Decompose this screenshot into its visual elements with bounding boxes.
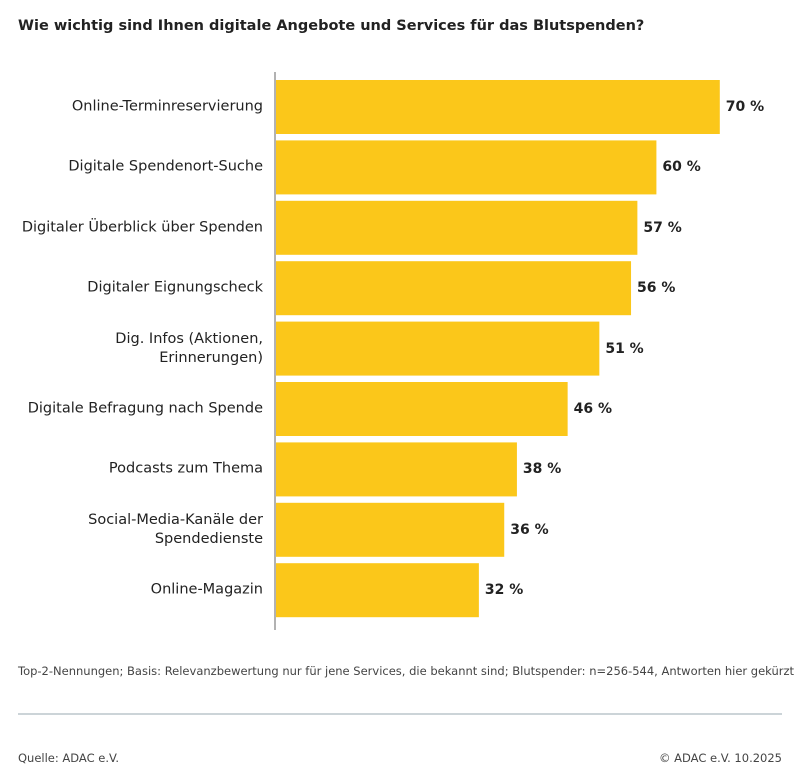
y-tick-label: Social-Media-Kanäle der Spendedienste <box>88 511 263 547</box>
y-tick-label: Digitale Befragung nach Spende <box>27 400 263 417</box>
value-label: 36 % <box>510 521 549 538</box>
value-label: 46 % <box>573 401 613 417</box>
value-label: 56 % <box>637 280 676 297</box>
chart-title: Wie wichtig sind Ihnen digitale Angebote… <box>18 18 645 34</box>
source: Quelle: ADAC e.V. <box>18 751 120 765</box>
copyright: © ADAC e.V. 10.2025 <box>658 751 782 765</box>
value-label: 60 % <box>662 159 701 176</box>
y-tick-label: Online-Magazin <box>150 581 263 598</box>
y-tick-label: Podcasts zum Thema <box>108 460 263 477</box>
y-tick-label: Online-Terminreservierung <box>71 98 263 115</box>
note: Top-2-Nennungen; Basis: Relevanzbewertun… <box>18 664 795 678</box>
bar <box>276 442 517 497</box>
bar <box>276 200 638 255</box>
value-label: 38 % <box>522 461 562 478</box>
bar <box>276 80 720 134</box>
bar <box>276 261 632 316</box>
value-label: 57 % <box>643 219 682 236</box>
bar <box>276 502 505 557</box>
bar <box>276 140 657 195</box>
y-tick-label: Digitaler Eignungscheck <box>87 279 263 296</box>
value-label: 70 % <box>725 99 765 115</box>
bar <box>276 563 479 618</box>
y-tick-label: Digitale Spendenort-Suche <box>68 158 263 175</box>
y-tick-label: Digitaler Überblick über Spenden <box>21 219 263 236</box>
value-label: 32 % <box>484 582 524 599</box>
y-tick-label: Dig. Infos (Aktionen, Erinnerungen) <box>115 330 263 366</box>
bar <box>276 382 568 436</box>
value-label: 51 % <box>605 340 644 357</box>
bar <box>276 321 600 376</box>
